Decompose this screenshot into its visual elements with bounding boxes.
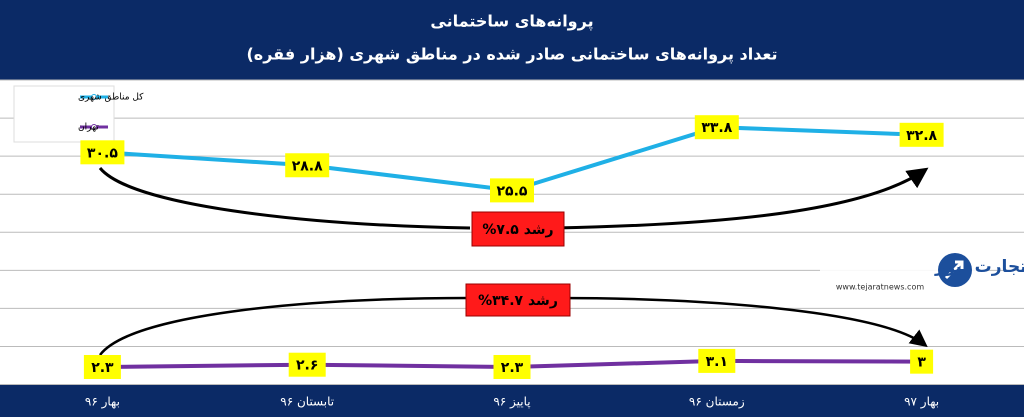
arrow — [99, 296, 471, 356]
legend-marker — [91, 124, 97, 130]
annotation: رشد ۳۴.۷% — [478, 293, 558, 309]
data-label: ۳۳.۸ — [701, 120, 732, 136]
annotation-box — [471, 211, 565, 247]
chart-subtitle: تعداد پروانه‌های ساختمانی صادر شده در من… — [246, 45, 777, 65]
watermark-url: www.tejaratnews.com — [836, 283, 924, 292]
data-label: ۲.۳ — [91, 360, 114, 376]
data-label-box — [910, 349, 934, 374]
legend-label: کل مناطق شهری — [78, 93, 144, 103]
arrow — [554, 167, 929, 230]
arrow — [554, 296, 928, 348]
data-label: ۲۸.۸ — [292, 158, 323, 174]
footer-band — [0, 385, 1024, 417]
data-label: ۲.۳ — [501, 360, 524, 376]
watermark-name: تجارت نیوز — [934, 257, 1024, 277]
x-tick-label: بهار ۹۶ — [85, 395, 120, 410]
annotation-box — [465, 283, 571, 317]
x-tick-label: پاییز ۹۶ — [493, 395, 530, 410]
data-label: ۳.۱ — [706, 354, 728, 370]
data-label: ۲۵.۵ — [497, 183, 528, 199]
data-label: ۳۲.۸ — [906, 128, 937, 144]
data-label-box — [490, 178, 534, 203]
data-label: ۲.۶ — [296, 358, 318, 374]
data-label-box — [288, 352, 326, 377]
x-tick-label: زمستان ۹۶ — [689, 395, 745, 410]
data-label: ۳۰.۵ — [87, 145, 118, 161]
data-label-box — [285, 153, 330, 178]
arrow — [98, 167, 471, 230]
legend-marker — [91, 94, 97, 100]
chart-title: پروانه‌های ساختمانی — [430, 12, 593, 32]
data-label-box — [698, 348, 736, 373]
data-label-box — [694, 115, 739, 140]
x-tick-label: بهار ۹۷ — [904, 395, 939, 410]
legend-label: تهران — [78, 123, 99, 133]
annotation: رشد ۷.۵% — [482, 222, 553, 238]
x-tick-label: تابستان ۹۶ — [280, 395, 334, 409]
legend — [13, 85, 115, 143]
data-label-box — [899, 122, 944, 147]
data-label: ۳ — [917, 355, 926, 371]
header-band — [0, 0, 1024, 80]
data-label-box — [493, 354, 531, 379]
data-label-box — [80, 140, 125, 165]
data-label-box — [83, 354, 121, 379]
watermark-logo — [944, 260, 964, 280]
